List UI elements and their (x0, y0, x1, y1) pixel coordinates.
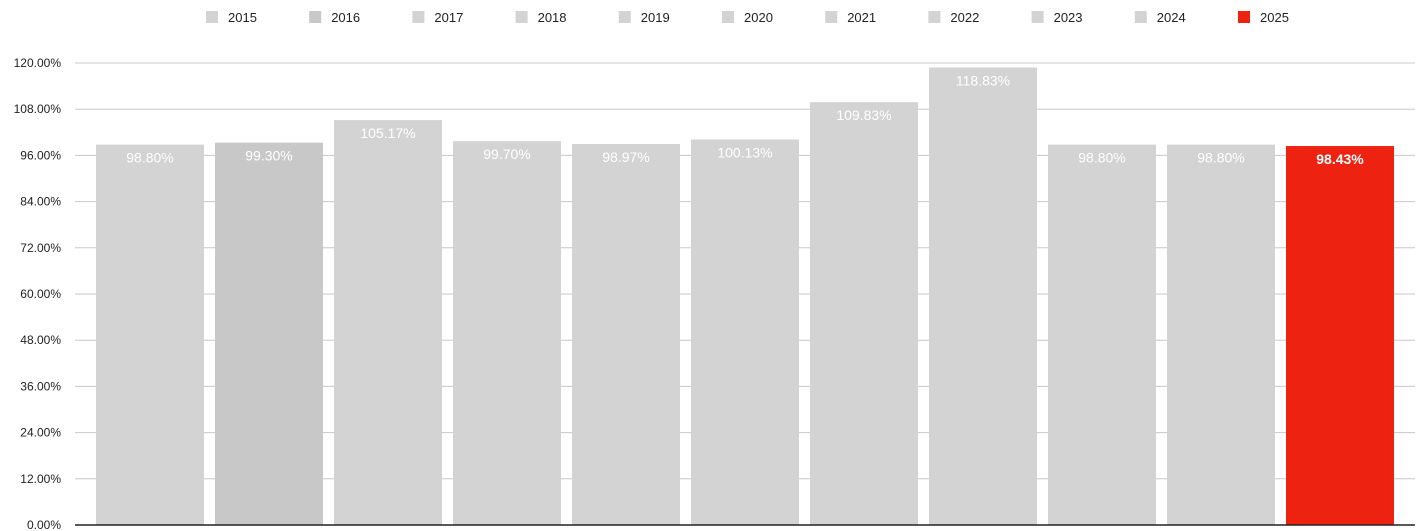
legend-swatch (206, 11, 218, 23)
y-axis-ticks: 0.00% 12.00% 24.00% 36.00% 48.00% 60.00% 72.00… (14, 56, 62, 531)
legend-swatch (309, 11, 322, 23)
legend: 2015 2016 2017 2018 2019 2020 2021 2022 2023 2024… (206, 10, 1289, 25)
data-label-2025: 98.43% (1316, 151, 1364, 167)
legend-item-2025: 2025 (1238, 10, 1289, 25)
y-tick-label: 12.00% (20, 472, 61, 486)
y-tick-label: 0.00% (27, 518, 61, 531)
y-tick-label: 108.00% (14, 102, 62, 116)
legend-label: 2016 (331, 10, 360, 25)
bar-2019 (572, 143, 680, 525)
data-label-2021: 109.83% (836, 107, 891, 123)
y-tick-label: 72.00% (20, 241, 61, 255)
legend-item-2018: 2018 (515, 10, 567, 25)
legend-item-2022: 2022 (928, 10, 979, 25)
y-tick-label: 84.00% (20, 195, 61, 209)
legend-label: 2020 (744, 10, 773, 25)
legend-swatch (1238, 11, 1250, 23)
bar-2018 (453, 141, 561, 525)
y-tick-label: 96.00% (20, 148, 61, 162)
y-tick-label: 48.00% (20, 333, 61, 347)
legend-label: 2017 (434, 10, 463, 25)
legend-label: 2018 (538, 10, 567, 25)
bar-2015 (96, 144, 204, 525)
data-label-2020: 100.13% (717, 144, 772, 160)
legend-swatch (722, 11, 734, 23)
legend-label: 2015 (228, 10, 257, 25)
data-label-2017: 105.17% (360, 125, 415, 141)
y-tick-label: 36.00% (20, 379, 61, 393)
legend-item-2023: 2023 (1031, 10, 1083, 25)
bar-2017 (334, 120, 442, 526)
legend-label: 2019 (641, 10, 670, 25)
legend-label: 2021 (847, 10, 876, 25)
bar-2016 (215, 142, 323, 525)
data-labels: 98.80% 99.30% 105.17% 99.70% 98.97% 100.13% 10… (126, 73, 1364, 168)
legend-swatch (928, 11, 941, 23)
legend-swatch (825, 11, 838, 23)
legend-item-2020: 2020 (722, 10, 773, 25)
legend-label: 2022 (950, 10, 979, 25)
bar-2024 (1167, 144, 1275, 525)
y-tick-label: 60.00% (20, 287, 61, 301)
bar-2025 (1286, 146, 1394, 525)
data-label-2018: 99.70% (483, 146, 530, 162)
bar-2023 (1048, 144, 1156, 525)
data-label-2015: 98.80% (126, 150, 173, 166)
legend-swatch (1031, 11, 1044, 23)
legend-item-2017: 2017 (412, 10, 463, 25)
y-tick-label: 120.00% (14, 56, 62, 70)
legend-item-2019: 2019 (618, 10, 670, 25)
bar-2022 (929, 67, 1037, 525)
legend-swatch (412, 11, 425, 23)
legend-item-2016: 2016 (309, 10, 360, 25)
legend-swatch (515, 11, 528, 23)
legend-item-2021: 2021 (825, 10, 876, 25)
legend-swatch (1134, 11, 1147, 23)
legend-item-2015: 2015 (206, 10, 257, 25)
legend-item-2024: 2024 (1134, 10, 1186, 25)
y-tick-label: 24.00% (20, 426, 61, 440)
data-label-2019: 98.97% (602, 149, 649, 165)
legend-label: 2023 (1054, 10, 1083, 25)
data-label-2016: 99.30% (245, 148, 292, 164)
data-label-2022: 118.83% (956, 73, 1010, 89)
legend-label: 2024 (1157, 10, 1186, 25)
data-label-2023: 98.80% (1078, 150, 1125, 166)
legend-swatch (618, 11, 631, 23)
bars (96, 67, 1394, 526)
data-label-2024: 98.80% (1197, 150, 1244, 166)
legend-label: 2025 (1260, 10, 1289, 25)
bar-2021 (810, 102, 918, 525)
bar-2020 (691, 139, 799, 525)
